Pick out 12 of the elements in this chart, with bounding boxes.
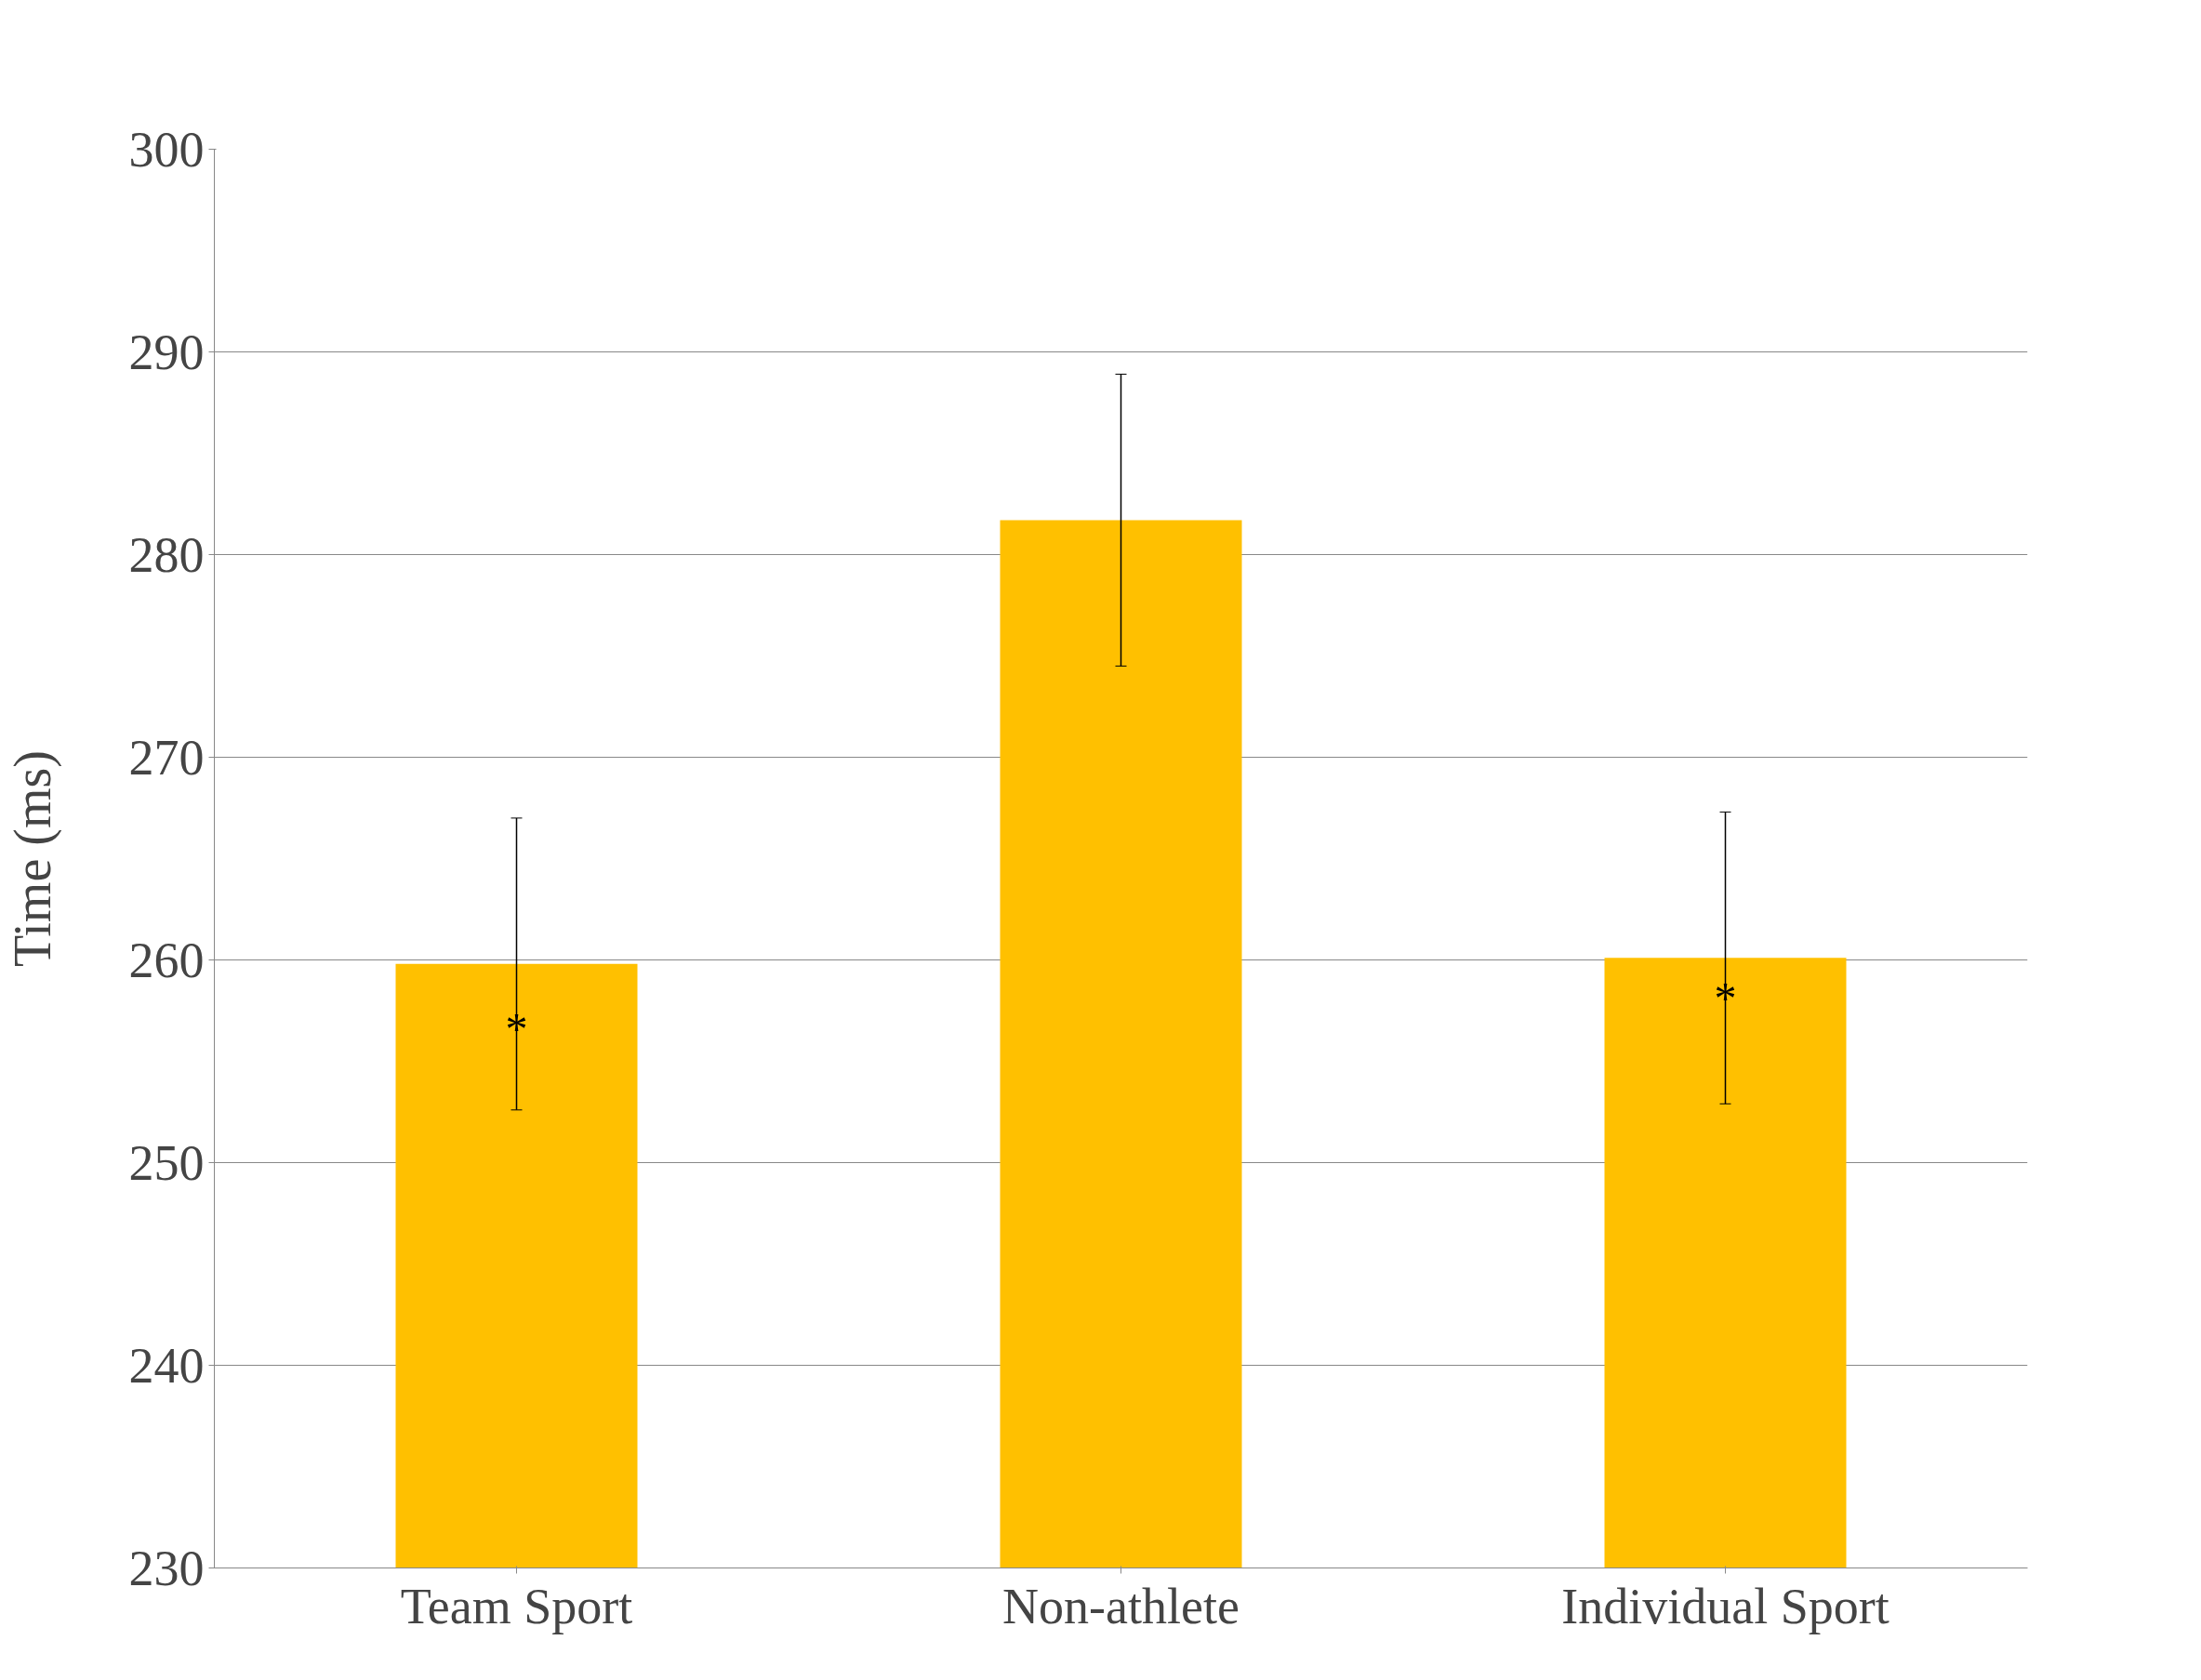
y-tick-label: 290	[128, 324, 205, 380]
x-tick-label: Individual Sport	[1561, 1578, 1889, 1634]
y-tick-label: 270	[128, 729, 205, 786]
y-tick-label: 260	[128, 932, 205, 988]
y-tick-label: 240	[128, 1337, 205, 1394]
y-tick-label: 250	[128, 1134, 205, 1191]
x-tick-label: Team Sport	[400, 1578, 633, 1634]
y-tick-label: 300	[128, 121, 205, 178]
y-tick-label: 280	[128, 526, 205, 583]
y-axis-title: Time (ms)	[3, 750, 62, 967]
x-tick-label: Non-athlete	[1002, 1578, 1240, 1634]
y-tick-label: 230	[128, 1540, 205, 1596]
